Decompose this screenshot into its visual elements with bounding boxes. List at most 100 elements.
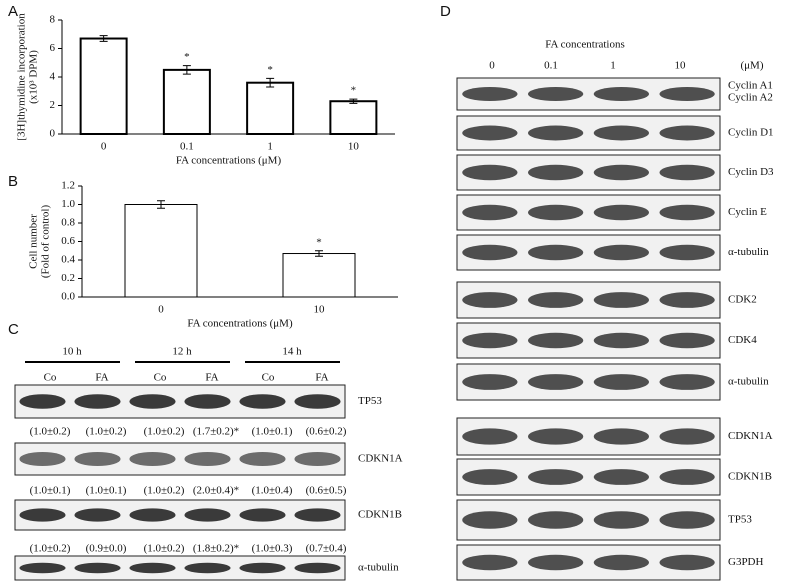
quantification: (1.0±0.2) — [86, 426, 127, 438]
panel-label: B — [8, 173, 18, 190]
y-tick-label: 1.2 — [61, 180, 75, 192]
band — [659, 469, 715, 485]
band — [462, 511, 518, 529]
bar — [246, 81, 295, 135]
band — [659, 204, 715, 221]
band — [659, 125, 715, 141]
band — [659, 86, 715, 102]
band — [239, 394, 286, 409]
y-tick-label: 2 — [50, 99, 56, 111]
quantification: (1.0±0.2) — [144, 426, 185, 438]
y-axis-label: (x10³ DPM) — [28, 50, 40, 104]
x-tick-label: 1 — [267, 141, 273, 153]
x-tick-label: 0 — [101, 141, 107, 153]
x-tick-label: 0 — [158, 304, 164, 316]
blot-label: CDK4 — [728, 334, 757, 346]
band — [462, 125, 518, 141]
band — [528, 125, 584, 141]
error-bar — [157, 200, 165, 209]
band — [184, 562, 231, 574]
bar — [329, 100, 378, 135]
y-tick-label: 0.6 — [61, 235, 75, 247]
lane-label: Co — [262, 372, 275, 384]
band — [528, 164, 584, 181]
band — [593, 332, 649, 349]
band — [528, 86, 584, 102]
band — [528, 332, 584, 349]
band — [528, 428, 584, 445]
y-tick-label: 4 — [50, 71, 56, 83]
panel-title: FA concentrations — [545, 39, 625, 51]
band — [659, 428, 715, 445]
quantification: (1.7±0.2)* — [193, 426, 239, 438]
band — [593, 511, 649, 529]
band — [74, 562, 121, 574]
lane-label: 1 — [610, 60, 616, 72]
band — [528, 374, 584, 390]
x-tick-label: 10 — [348, 141, 360, 153]
band — [129, 394, 176, 409]
band — [462, 374, 518, 390]
band — [294, 508, 341, 522]
time-label: 14 h — [282, 346, 302, 358]
blot-label: Cyclin E — [728, 206, 767, 218]
band — [593, 86, 649, 102]
unit-label: (μM) — [740, 60, 763, 72]
blot — [14, 384, 346, 419]
quantification: (1.0±0.2) — [144, 485, 185, 497]
lane-label: Co — [154, 372, 167, 384]
quantification: (0.6±0.2) — [306, 426, 347, 438]
band — [19, 562, 66, 574]
lane-label: 10 — [675, 60, 687, 72]
bar — [79, 37, 128, 135]
panel-label: A — [8, 3, 18, 20]
band — [528, 469, 584, 485]
band — [528, 244, 584, 261]
blot — [14, 555, 346, 581]
y-tick-label: 0.0 — [61, 291, 75, 303]
band — [659, 374, 715, 390]
significance: * — [351, 85, 357, 97]
x-axis-label: FA concentrations (μM) — [176, 155, 282, 167]
blot-label: CDKN1A — [728, 430, 773, 442]
panel-label: C — [8, 321, 19, 338]
blot-label: CDKN1B — [358, 509, 402, 521]
band — [129, 562, 176, 574]
lane-label: FA — [315, 372, 328, 384]
quantification: (1.0±0.3) — [252, 543, 293, 555]
blot-label: CDKN1A — [358, 453, 403, 465]
band — [659, 164, 715, 181]
band — [462, 554, 518, 571]
significance: * — [267, 64, 273, 76]
quantification: (0.6±0.5) — [306, 485, 347, 497]
significance: * — [316, 236, 322, 248]
band — [659, 332, 715, 349]
quantification: (1.0±0.1) — [30, 485, 71, 497]
band — [593, 244, 649, 261]
lane-label: 0.1 — [544, 60, 558, 72]
quantification: (1.8±0.2)* — [193, 543, 239, 555]
band — [294, 562, 341, 574]
blot-label: α-tubulin — [728, 376, 769, 388]
band — [659, 511, 715, 529]
blot-label: CDK2 — [728, 294, 757, 306]
x-axis-label: FA concentrations (μM) — [187, 318, 293, 330]
quantification: (1.0±0.2) — [144, 543, 185, 555]
bar — [282, 253, 356, 298]
band — [74, 508, 121, 522]
panel-label: D — [440, 3, 451, 20]
blot-label: Cyclin A1 — [728, 80, 773, 92]
lane-label: FA — [95, 372, 108, 384]
significance: * — [184, 51, 190, 63]
band — [593, 469, 649, 485]
band — [129, 508, 176, 522]
band — [239, 451, 286, 467]
error-bar — [315, 250, 323, 257]
band — [593, 204, 649, 221]
band — [19, 394, 66, 409]
quantification: (0.7±0.4) — [306, 543, 347, 555]
y-axis-label: [3H]thymidine incorporation — [16, 13, 28, 141]
band — [239, 508, 286, 522]
band — [593, 164, 649, 181]
blot-label: G3PDH — [728, 556, 764, 568]
